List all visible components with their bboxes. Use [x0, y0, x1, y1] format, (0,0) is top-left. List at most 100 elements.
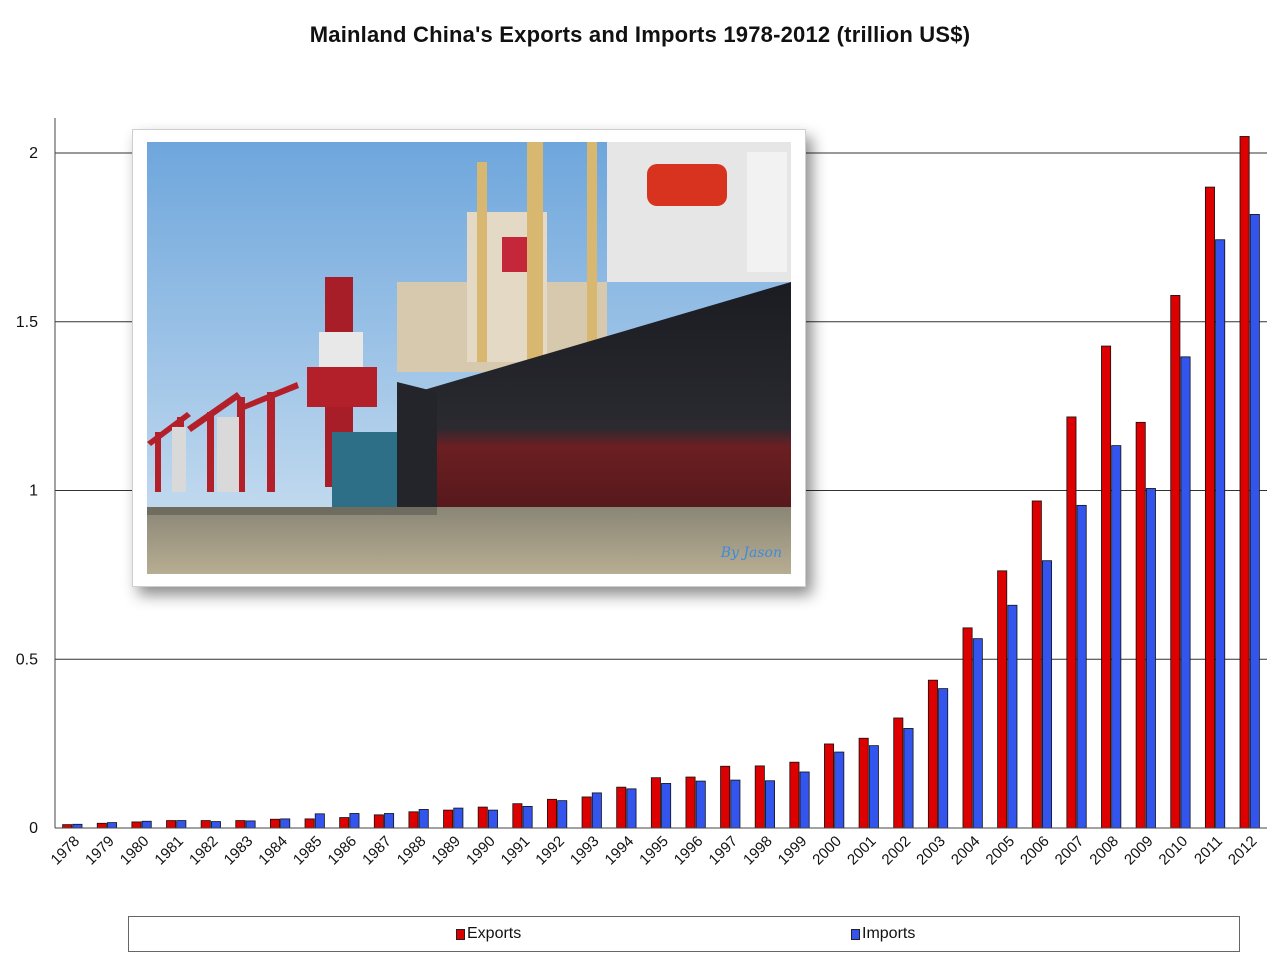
photo-watermark: By Jason: [720, 545, 782, 561]
bar-imports-1990: [487, 809, 498, 829]
x-tick-label: 2002: [879, 833, 915, 869]
y-tick-label: 0: [29, 820, 38, 837]
bar-imports-1993: [591, 792, 602, 829]
bar-exports-1994: [616, 786, 627, 829]
bar-imports-1992: [557, 800, 568, 829]
x-tick-label: 1990: [463, 833, 499, 869]
bar-exports-1988: [408, 811, 419, 829]
bar-exports-1990: [477, 806, 488, 829]
bar-exports-1996: [685, 776, 696, 829]
bar-imports-2006: [1042, 560, 1053, 829]
y-tick-label: 1.5: [16, 314, 38, 331]
bar-imports-1983: [245, 820, 256, 829]
bar-exports-1983: [235, 820, 246, 829]
photo-frame: By Jason: [132, 129, 806, 587]
x-tick-label: 2004: [948, 833, 984, 869]
bar-imports-1997: [730, 779, 741, 829]
legend-label-exports: Exports: [467, 925, 522, 942]
bar-exports-1987: [373, 814, 384, 829]
x-tick-label: 1985: [290, 833, 326, 869]
bar-imports-2001: [868, 745, 879, 829]
bar-imports-1980: [141, 820, 152, 829]
bar-exports-1985: [304, 818, 315, 829]
x-tick-label: 1993: [567, 833, 603, 869]
x-tick-label: 1982: [186, 833, 222, 869]
y-axis-ticks: 0 0.5 1 1.5 2: [16, 145, 38, 837]
harbor-photo: By Jason: [147, 142, 791, 574]
x-tick-label: 1978: [48, 833, 84, 869]
bar-exports-2006: [1031, 500, 1042, 829]
x-tick-label: 2009: [1121, 833, 1157, 869]
x-tick-label: 2000: [809, 833, 845, 869]
bar-imports-1979: [107, 822, 118, 829]
x-tick-label: 1995: [636, 833, 672, 869]
bar-exports-2011: [1204, 186, 1215, 829]
x-tick-label: 2007: [1052, 833, 1088, 869]
bar-imports-2009: [1145, 488, 1156, 829]
bar-imports-2010: [1180, 356, 1191, 829]
x-tick-label: 2010: [1156, 833, 1192, 869]
bar-imports-1987: [384, 813, 395, 829]
bar-exports-1979: [96, 822, 107, 829]
bar-imports-1996: [695, 780, 706, 829]
x-tick-label: 1983: [221, 833, 257, 869]
x-tick-label: 1988: [394, 833, 430, 869]
x-tick-label: 1998: [740, 833, 776, 869]
x-tick-label: 2001: [844, 833, 880, 869]
bar-imports-1998: [764, 780, 775, 829]
bar-imports-1995: [661, 783, 672, 829]
bar-exports-1981: [166, 820, 177, 829]
x-tick-label: 1987: [359, 833, 395, 869]
bar-imports-1985: [314, 813, 325, 829]
legend-swatch-exports: [456, 928, 465, 940]
bar-imports-2008: [1111, 445, 1122, 829]
x-tick-label: 1984: [255, 833, 291, 869]
bar-exports-2005: [997, 570, 1008, 829]
x-tick-label: 1981: [151, 833, 187, 869]
legend-swatch-imports: [851, 928, 860, 940]
bar-imports-1984: [280, 818, 291, 829]
bar-exports-2003: [927, 679, 938, 829]
bar-imports-2003: [938, 688, 949, 829]
legend-label-imports: Imports: [862, 925, 916, 942]
x-tick-label: 1979: [82, 833, 118, 869]
bar-imports-2007: [1076, 504, 1087, 829]
legend-item-imports: Imports: [851, 925, 915, 943]
x-tick-label: 2006: [1017, 833, 1053, 869]
bar-imports-2012: [1249, 214, 1260, 829]
bar-imports-2000: [834, 751, 845, 829]
bar-exports-2000: [824, 743, 835, 829]
bar-imports-1988: [418, 809, 429, 829]
x-tick-label: 1999: [775, 833, 811, 869]
bar-exports-1998: [754, 765, 765, 829]
legend-item-exports: Exports: [456, 925, 521, 943]
y-tick-label: 0.5: [16, 651, 38, 668]
bar-exports-2007: [1066, 416, 1077, 829]
x-tick-label: 1997: [706, 833, 742, 869]
x-tick-label: 2005: [983, 833, 1019, 869]
bar-imports-2011: [1215, 239, 1226, 829]
bar-exports-2001: [858, 737, 869, 829]
bar-exports-1980: [131, 821, 142, 829]
bar-exports-1991: [512, 803, 523, 829]
bar-imports-1991: [522, 806, 533, 829]
x-tick-label: 1992: [532, 833, 568, 869]
y-tick-label: 1: [29, 483, 38, 500]
bar-exports-1993: [581, 796, 592, 829]
bar-exports-1986: [339, 817, 350, 829]
y-tick-label: 2: [29, 145, 38, 162]
bar-exports-1992: [547, 798, 558, 829]
bar-imports-1982: [210, 821, 221, 829]
x-tick-label: 1996: [671, 833, 707, 869]
bar-imports-1981: [176, 820, 187, 829]
bar-exports-2004: [962, 627, 973, 829]
x-tick-label: 1986: [325, 833, 361, 869]
bar-exports-1995: [650, 777, 661, 829]
bar-imports-1989: [453, 807, 464, 829]
bar-imports-1999: [799, 771, 810, 829]
bar-exports-2008: [1101, 345, 1112, 829]
bar-exports-1984: [269, 818, 280, 829]
x-tick-label: 1980: [117, 833, 153, 869]
